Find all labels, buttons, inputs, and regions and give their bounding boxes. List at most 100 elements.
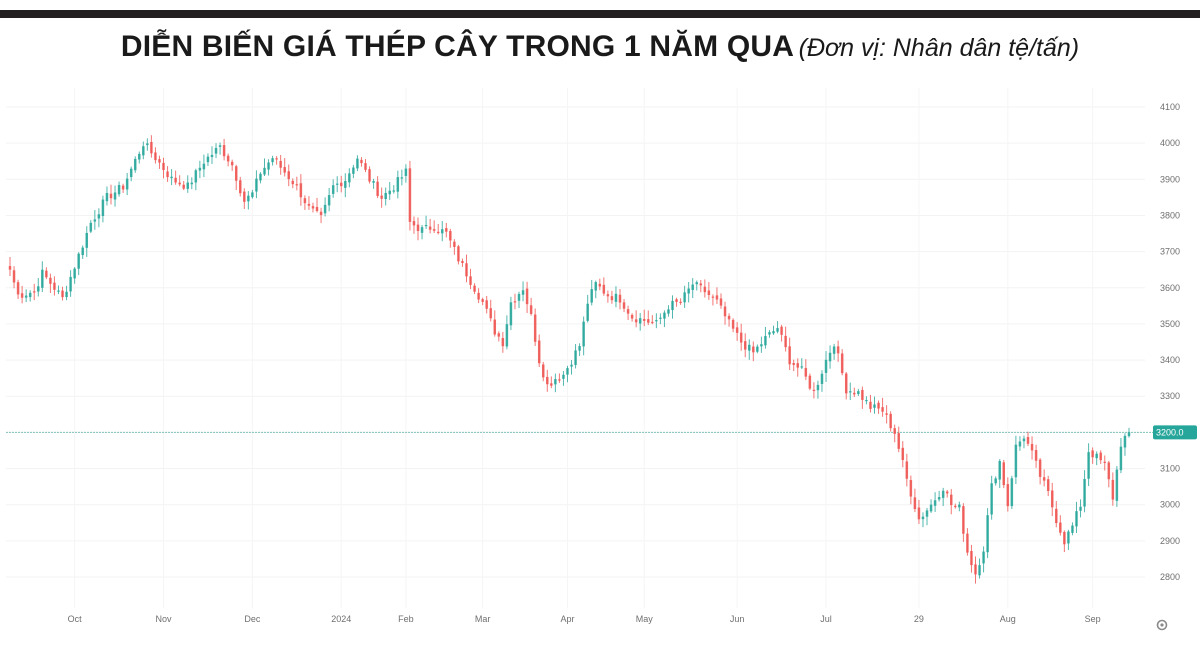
candle-body (739, 332, 743, 343)
candle-body (41, 269, 44, 288)
candle-body (146, 143, 149, 146)
candle (133, 156, 137, 173)
candle-body (566, 368, 569, 375)
candle-body (380, 195, 383, 199)
candle-body (1002, 462, 1006, 486)
candle-body (331, 185, 335, 194)
candle (562, 370, 565, 386)
candle-body (101, 199, 105, 217)
y-tick-label: 3800 (1160, 210, 1180, 220)
candle-body (711, 296, 715, 298)
candle-body (81, 247, 84, 256)
candle (582, 316, 585, 356)
candle-body (849, 391, 852, 393)
candle (739, 323, 743, 351)
candle-body (174, 177, 177, 183)
candle-body (1111, 479, 1115, 500)
candle (917, 499, 921, 524)
candle (182, 180, 185, 191)
settings-icon[interactable] (1156, 619, 1168, 631)
candle (505, 315, 509, 350)
candle (469, 268, 472, 290)
candle (877, 400, 880, 414)
candle-body (170, 176, 173, 179)
candle (230, 159, 234, 171)
x-axis-ticks: Oct Nov Dec 2024 Feb Mar Apr May Jun Jul 29 Aug Sep (68, 614, 1101, 624)
candle (610, 290, 614, 304)
candle-body (32, 291, 36, 293)
candle (239, 176, 242, 197)
candles (8, 135, 1131, 584)
candle-body (234, 166, 238, 181)
y-tick-label: 3100 (1160, 464, 1180, 474)
candle (1038, 458, 1042, 485)
candle-body (352, 167, 355, 174)
candle (1087, 443, 1090, 487)
candle (913, 488, 917, 513)
candle-body (610, 296, 614, 301)
candle-body (792, 363, 795, 365)
candle-body (525, 288, 529, 305)
candle (622, 299, 626, 313)
candle (966, 528, 969, 556)
y-tick-label: 2800 (1160, 572, 1180, 582)
candle (703, 279, 707, 298)
candle (970, 544, 973, 573)
candle-body (214, 147, 218, 154)
candle (97, 208, 101, 228)
candle-body (1071, 525, 1074, 533)
candle-body (364, 163, 367, 170)
candle (331, 179, 335, 198)
candle (222, 138, 226, 161)
candle-body (727, 315, 731, 320)
candle-body (436, 231, 440, 234)
candle (513, 293, 517, 310)
candle (16, 279, 20, 299)
top-rule (0, 10, 1200, 18)
candle-body (950, 494, 953, 506)
candle-body (388, 190, 391, 195)
candle-body (287, 171, 290, 180)
candle (299, 174, 303, 206)
candle (150, 135, 153, 158)
candle-body (392, 190, 396, 192)
candle (154, 147, 157, 164)
candle-body (1123, 435, 1127, 448)
candle-body (243, 191, 246, 202)
candle-body (1010, 478, 1014, 507)
candle (275, 156, 278, 165)
candle-body (513, 301, 517, 303)
candle (1075, 501, 1078, 534)
candle (570, 360, 573, 375)
candle-body (117, 184, 121, 195)
candle-body (477, 292, 480, 300)
y-tick-label: 3600 (1160, 283, 1180, 293)
candle-body (469, 276, 472, 285)
candle (1050, 482, 1054, 517)
candle-body (89, 222, 93, 232)
candle-body (642, 318, 646, 321)
candle-body (344, 180, 347, 188)
current-price-label: 3200.0 (1153, 425, 1197, 440)
candle (715, 287, 719, 305)
candle-body (1099, 452, 1102, 461)
candle (683, 285, 686, 308)
candle-body (182, 184, 185, 189)
candle-body (251, 192, 254, 198)
candle-body (768, 332, 771, 335)
candle (1107, 460, 1111, 488)
candle-body (279, 160, 282, 168)
candle (667, 305, 670, 317)
x-tick-label: Apr (560, 614, 574, 624)
candle (117, 181, 121, 197)
candle (1067, 529, 1070, 550)
candle (73, 267, 76, 284)
candle-body (994, 478, 997, 484)
candle (945, 489, 949, 498)
candle-body (1115, 469, 1119, 501)
candle (501, 331, 505, 353)
candle (1115, 466, 1119, 507)
candle (941, 487, 945, 507)
candle (251, 189, 254, 199)
candle (792, 359, 795, 372)
